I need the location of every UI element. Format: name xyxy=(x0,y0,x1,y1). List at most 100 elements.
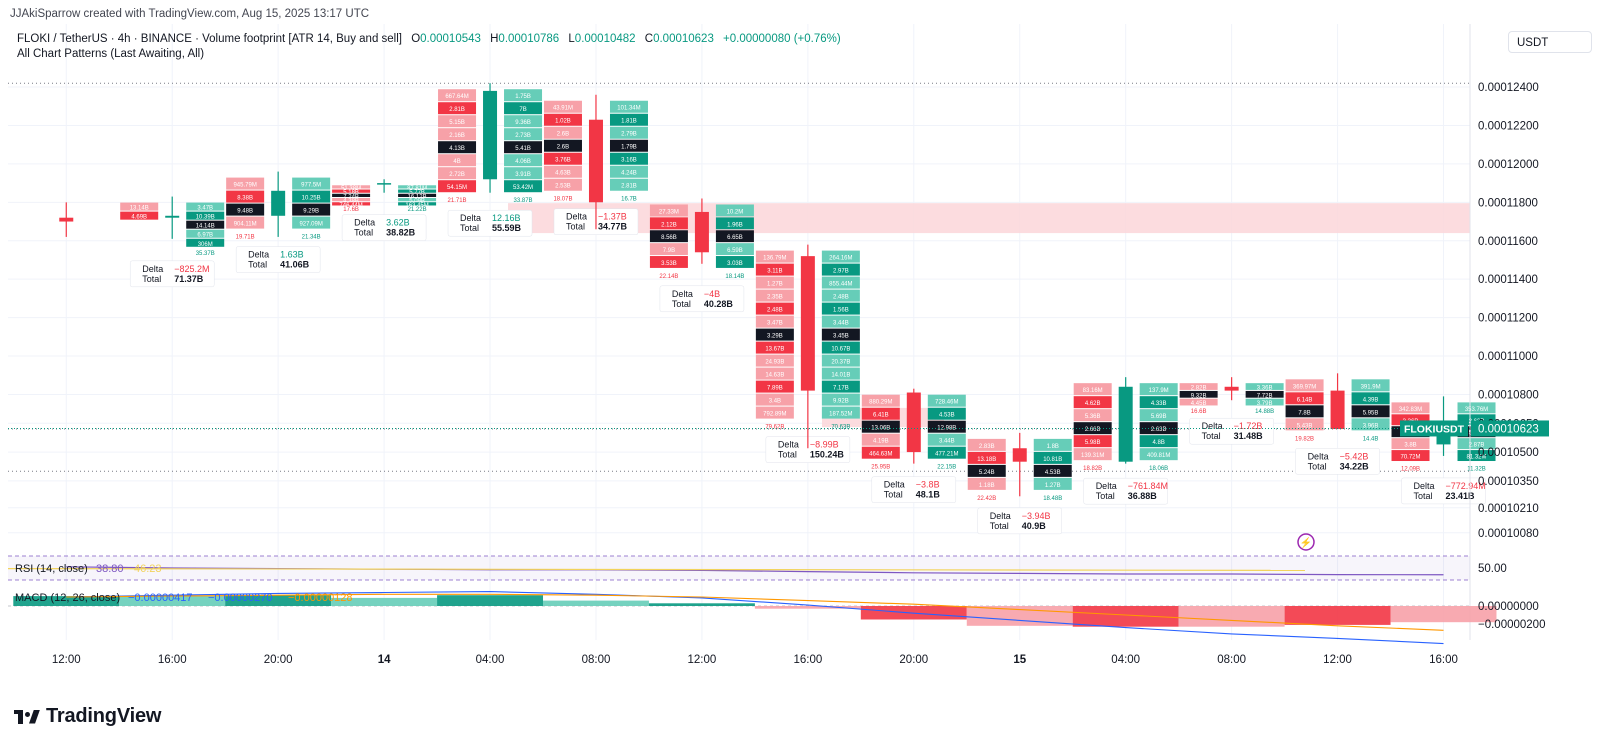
price-axis-tick: 0.00011600 xyxy=(1478,236,1538,248)
chart-credit: JJAkiSparrow created with TradingView.co… xyxy=(10,8,370,20)
sell-volume-cell xyxy=(438,128,477,141)
sell-volume-label: 9.48B xyxy=(237,209,253,215)
buy-volume-cell xyxy=(398,202,437,206)
buy-volume-label: 977.5M xyxy=(301,183,321,189)
delta-label: Delta xyxy=(990,511,1011,521)
sell-volume-cell xyxy=(755,380,794,393)
currency-selector[interactable]: USDT xyxy=(1508,31,1592,53)
sell-volume-label: 3.29B xyxy=(767,334,783,340)
buy-volume-label: 18.48B xyxy=(1043,496,1062,502)
sell-volume-label: 8.56B xyxy=(661,235,677,241)
lightning-glyph: ⚡ xyxy=(1300,536,1312,549)
patterns-legend[interactable]: All Chart Patterns (Last Awaiting, All) xyxy=(17,48,205,60)
sell-volume-cell xyxy=(1179,398,1218,406)
sell-volume-label: 4.69B xyxy=(131,215,147,221)
buy-volume-cell xyxy=(292,177,331,190)
delta-value: −3.8B xyxy=(916,480,940,490)
rsi-ma-value: 46.23 xyxy=(134,563,162,575)
ohlc-change: +0.00000080 (+0.76%) xyxy=(723,33,841,45)
candle-body xyxy=(800,256,815,391)
macd-histogram-bar xyxy=(1284,606,1391,625)
buy-volume-cell xyxy=(504,141,543,154)
sell-volume-cell xyxy=(438,89,477,102)
buy-volume-cell xyxy=(504,89,543,102)
sell-volume-cell xyxy=(332,198,371,202)
buy-volume-label: 22.15B xyxy=(937,465,956,471)
sell-volume-cell xyxy=(1073,435,1112,448)
sell-volume-cell xyxy=(649,256,688,268)
buy-volume-cell xyxy=(398,189,437,193)
buy-volume-cell xyxy=(609,139,648,152)
sell-volume-label: 14.63B xyxy=(765,373,784,379)
buy-volume-label: 391.9M xyxy=(1361,384,1381,390)
buy-volume-label: 14.01B xyxy=(831,373,850,379)
buy-volume-cell xyxy=(1139,409,1178,422)
sell-volume-cell xyxy=(1073,396,1112,409)
sell-volume-cell xyxy=(755,328,794,341)
buy-volume-label: 10.39B xyxy=(196,215,215,221)
macd-histogram-bar xyxy=(1390,606,1497,623)
sell-volume-label: 70.72M xyxy=(1401,455,1421,461)
sell-volume-label: 4.45B xyxy=(1191,401,1207,407)
macd-histogram-bar xyxy=(1178,606,1285,627)
buy-volume-label: 306M xyxy=(198,242,213,248)
sell-volume-label: 3.8B xyxy=(1404,443,1416,449)
delta-value: −3.94B xyxy=(1022,511,1051,521)
buy-volume-label: 16.12B xyxy=(408,194,427,200)
buy-volume-label: 18.06B xyxy=(1149,466,1168,472)
total-label: Total xyxy=(460,223,479,233)
sell-volume-cell xyxy=(1285,405,1324,418)
buy-volume-cell xyxy=(609,113,648,126)
sell-volume-label: 7.8B xyxy=(1298,410,1310,416)
buy-volume-label: 2.87B xyxy=(1469,443,1485,449)
buy-volume-cell xyxy=(186,220,225,229)
buy-volume-label: 4.53B xyxy=(1045,470,1061,476)
buy-volume-label: 5.77B xyxy=(409,190,425,196)
buy-volume-cell xyxy=(609,152,648,165)
last-price-symbol-badge xyxy=(1400,420,1468,437)
sell-volume-cell xyxy=(755,354,794,367)
buy-volume-label: 21.22B xyxy=(408,207,427,213)
buy-volume-cell xyxy=(1139,383,1178,396)
buy-volume-cell xyxy=(715,230,754,243)
macd-histogram-bar xyxy=(437,595,544,606)
delta-value: 1.63B xyxy=(280,250,304,260)
sell-volume-cell xyxy=(755,393,794,406)
sell-volume-label: 3.4B xyxy=(769,399,781,405)
sell-volume-label: 8.38B xyxy=(237,196,253,202)
sell-volume-label: 24.93B xyxy=(765,360,784,366)
sell-volume-label: 2.81B xyxy=(449,107,465,113)
sell-volume-cell xyxy=(1179,390,1218,398)
sell-volume-label: 5.36B xyxy=(1085,414,1101,420)
buy-volume-label: 4.8B xyxy=(1153,440,1165,446)
sell-volume-cell xyxy=(967,477,1006,490)
buy-volume-label: 3.79B xyxy=(1257,401,1273,407)
sell-volume-cell xyxy=(332,185,371,189)
buy-volume-cell xyxy=(1351,379,1390,392)
candle-body xyxy=(906,392,921,453)
buy-volume-cell xyxy=(504,167,543,180)
symbol-legend[interactable]: FLOKI / TetherUS · 4h · BINANCE · Volume… xyxy=(17,33,841,45)
buy-volume-label: 2.48B xyxy=(833,295,849,301)
buy-volume-label: 3.03B xyxy=(727,261,743,267)
macd-value: −0.00000417 xyxy=(128,592,193,604)
buy-volume-cell xyxy=(927,446,966,459)
footprint-cell-group: 2.83B 1.8B 13.18B 10.81B 5.24B 4.53B 1.18B 1.27… xyxy=(967,438,1072,535)
buy-volume-label: 3.36B xyxy=(1257,386,1273,392)
buy-volume-label: 5.09B xyxy=(409,199,425,205)
sell-volume-label: 2.16B xyxy=(449,133,465,139)
buy-volume-cell xyxy=(1245,390,1284,398)
buy-volume-label: 5.41B xyxy=(515,146,531,152)
tradingview-brand[interactable]: TradingView xyxy=(14,705,161,728)
macd-histogram-bar xyxy=(331,597,438,606)
buy-volume-cell xyxy=(1033,438,1072,451)
footprint-cell-group: 27.33M 10.2M 2.12B 1.96B 8.56B 6.65B 7.9B 6.59B… xyxy=(649,204,754,313)
buy-volume-cell xyxy=(821,341,860,354)
sell-volume-label: 3.47B xyxy=(767,321,783,327)
sell-volume-cell xyxy=(438,102,477,115)
delta-value: −4B xyxy=(704,289,720,299)
buy-volume-cell xyxy=(715,204,754,217)
rsi-label: RSI (14, close) xyxy=(15,563,88,575)
sell-volume-cell xyxy=(120,202,159,211)
